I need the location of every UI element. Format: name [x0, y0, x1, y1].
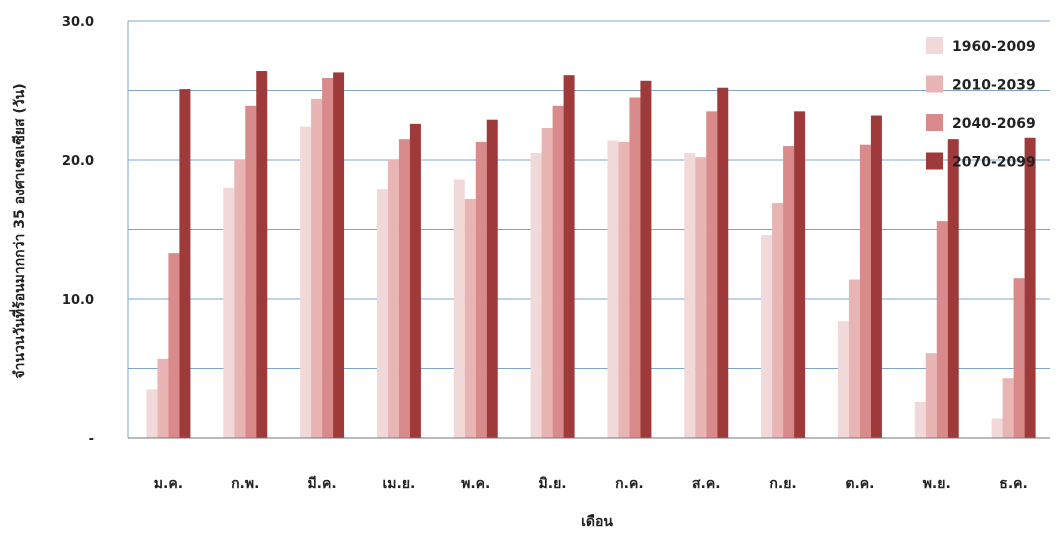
y-tick-label: 30.0 — [62, 15, 94, 30]
bar — [245, 105, 257, 438]
bar — [223, 187, 235, 438]
bar — [453, 179, 465, 438]
bar — [300, 126, 312, 438]
bar — [1024, 137, 1036, 438]
bar — [991, 418, 1003, 438]
x-tick-label: เม.ย. — [382, 476, 415, 492]
bar — [563, 75, 575, 439]
bar — [837, 321, 849, 438]
bar — [552, 105, 564, 438]
bar — [706, 111, 718, 438]
x-tick-label: ส.ค. — [692, 476, 721, 492]
bar — [761, 235, 773, 438]
x-tick-label: มิ.ย. — [539, 476, 567, 492]
x-tick-label: พ.ค. — [461, 476, 490, 492]
bar — [234, 160, 246, 438]
bar — [936, 221, 948, 438]
y-tick-label: 10.0 — [62, 293, 94, 308]
legend-label: 2040-2069 — [952, 116, 1036, 132]
legend-swatch — [926, 152, 943, 170]
x-tick-label: ต.ค. — [845, 476, 874, 492]
legend-swatch — [926, 114, 943, 131]
bar — [475, 141, 487, 438]
legend-label: 2010-2039 — [952, 78, 1036, 94]
bar — [157, 358, 169, 438]
bar — [684, 153, 696, 439]
x-tick-label: ธ.ค. — [999, 476, 1028, 492]
gridlines — [127, 20, 1050, 438]
legend-label: 2070-2099 — [952, 155, 1036, 171]
x-tick-label: มี.ค. — [307, 476, 336, 492]
bar — [914, 401, 926, 438]
bar — [629, 97, 641, 438]
bar — [859, 144, 871, 438]
bar — [486, 119, 498, 438]
bar — [464, 198, 476, 438]
x-axis-categories: ม.ค. ก.พ. มี.ค. เม.ย. พ.ค. มิ.ย. ก.ค. ส.ค. ก.ย. ต… — [154, 476, 1028, 492]
x-tick-label: ก.ค. — [615, 476, 643, 492]
x-tick-label: ม.ค. — [154, 476, 183, 492]
y-tick-label: 20.0 — [62, 154, 94, 169]
bar — [848, 279, 860, 438]
bar — [376, 189, 388, 438]
bar — [146, 389, 158, 438]
bar — [695, 157, 707, 438]
bar — [322, 77, 334, 439]
bar — [772, 203, 784, 438]
bars — [146, 71, 1036, 439]
bar — [409, 123, 421, 439]
bar — [618, 141, 630, 438]
bar — [530, 153, 542, 439]
legend-label: 1960-2009 — [952, 39, 1036, 55]
bar — [333, 72, 345, 439]
bar — [168, 253, 180, 438]
legend-swatch — [926, 75, 943, 93]
bar — [256, 71, 268, 438]
y-tick-label: - — [89, 432, 94, 447]
bar — [794, 111, 806, 438]
x-tick-label: พ.ย. — [923, 476, 951, 492]
bar — [870, 115, 882, 439]
bar — [717, 87, 729, 438]
bar — [925, 353, 937, 438]
bar — [607, 140, 619, 439]
bar — [179, 89, 191, 439]
bar — [311, 98, 323, 438]
y-axis-ticks: - 10.0 20.0 30.0 — [62, 15, 94, 447]
y-axis-title: จำนวนวันที่ร้อนมากกว่า 35 องศาเซลเซียส (… — [9, 83, 28, 378]
bar — [541, 128, 553, 438]
x-axis-title: เดือน — [581, 514, 613, 530]
bar — [640, 80, 652, 439]
bar — [387, 160, 399, 438]
bar — [1013, 278, 1025, 438]
bar — [1002, 378, 1014, 438]
bar — [398, 139, 410, 438]
bar — [783, 146, 795, 438]
x-tick-label: ก.ย. — [769, 476, 796, 492]
x-tick-label: ก.พ. — [231, 476, 259, 492]
legend: 1960-2009 2010-2039 2040-2069 2070-2099 — [926, 37, 1036, 171]
bar — [947, 139, 959, 438]
legend-swatch — [926, 37, 943, 54]
